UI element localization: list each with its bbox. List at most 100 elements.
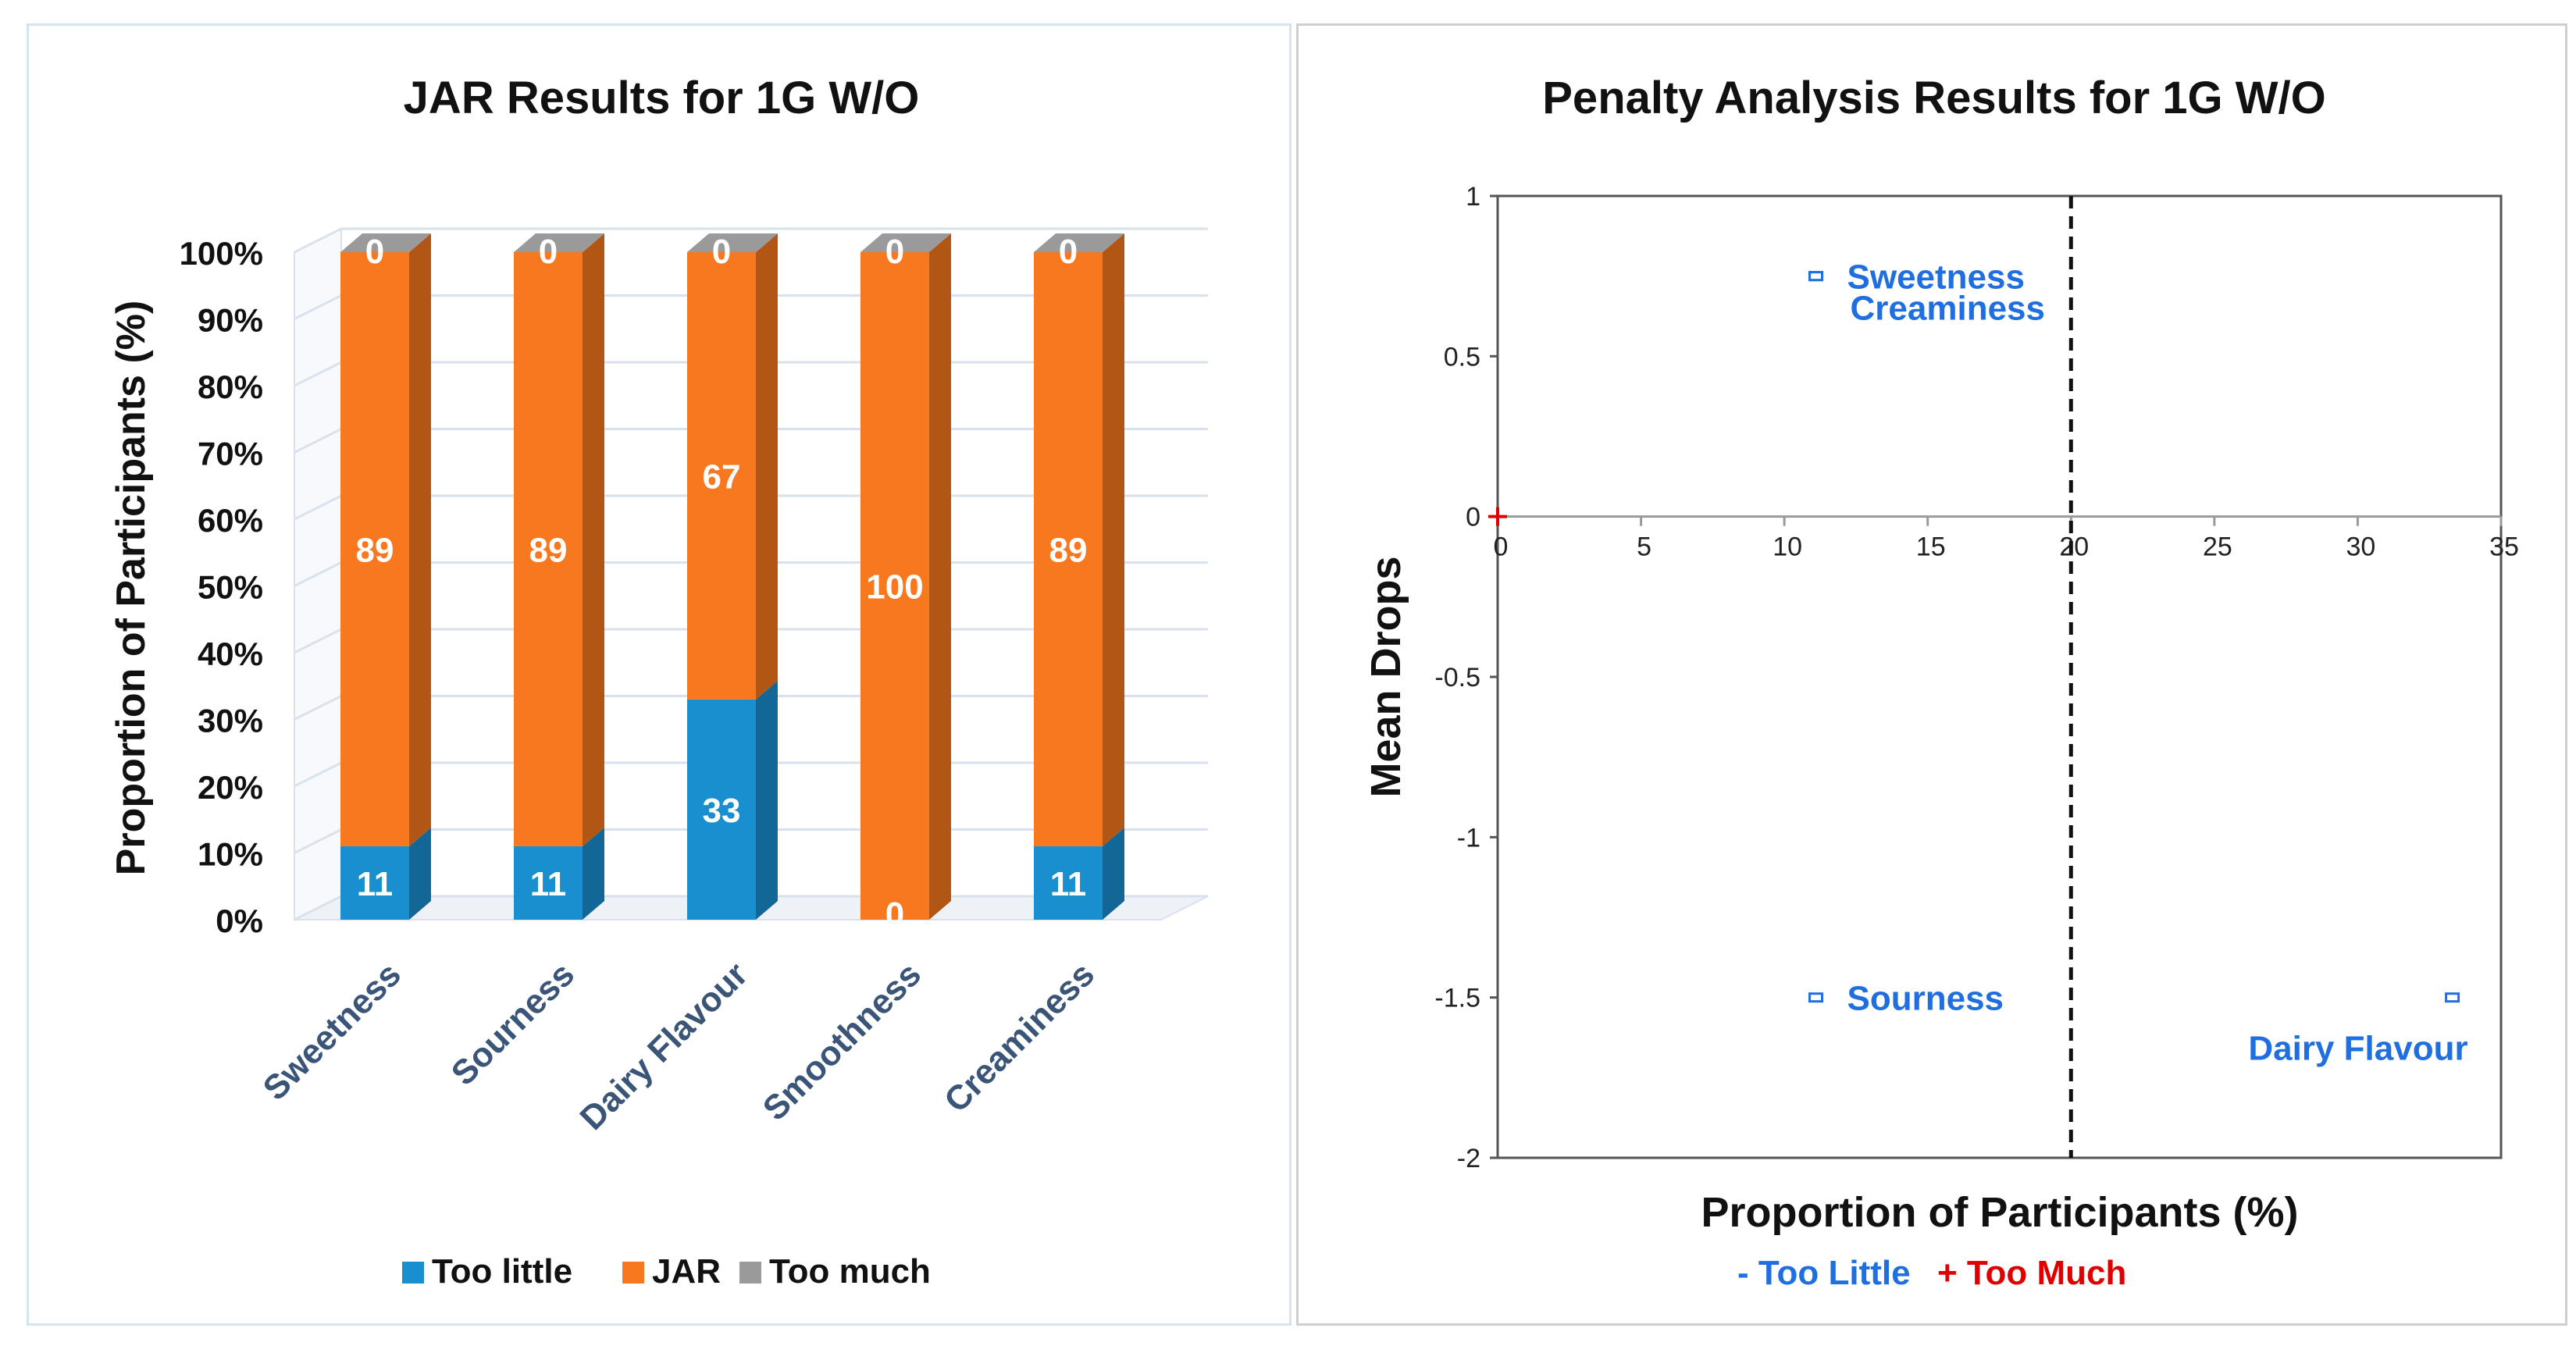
y-tick-label: 0 — [1466, 503, 1480, 532]
data-label: 0 — [1059, 233, 1078, 271]
data-label: 89 — [529, 531, 568, 569]
legend-swatch — [402, 1262, 424, 1284]
data-label: 0 — [712, 233, 731, 271]
data-label: 0 — [539, 233, 558, 271]
y-tick-label: -0.5 — [1434, 663, 1480, 693]
bar-segment-front — [860, 252, 929, 920]
gridline-side — [294, 895, 342, 921]
y-tick-label: 100% — [180, 235, 263, 272]
gridline-side — [294, 428, 342, 454]
bar-segment-front — [1034, 252, 1103, 846]
bar-segment-side — [409, 233, 431, 846]
jar-chart: JAR Results for 1G W/O 0% 10% 20% 30% 40% 50% 6… — [109, 73, 1209, 1291]
bar-top-cap — [514, 233, 604, 252]
bar-segment-front — [340, 252, 409, 846]
footnote-too-little: - Too Little — [1737, 1254, 1911, 1292]
bar-top-cap — [340, 233, 431, 252]
bar-segment-side — [409, 827, 431, 920]
bar-segment-front — [514, 846, 583, 920]
gridline-side — [294, 561, 342, 587]
x-tick-label: 25 — [2203, 532, 2232, 562]
bar-segment-side — [756, 680, 778, 920]
bar-segment-front — [687, 252, 756, 700]
bar-segment-front — [514, 252, 583, 846]
x-tick-label: 30 — [2346, 532, 2376, 562]
data-label: 11 — [1050, 865, 1087, 903]
gridline-side — [294, 294, 342, 320]
bar-segment-front — [1034, 846, 1103, 920]
point-label: Dairy Flavour — [2248, 1030, 2467, 1068]
y-tick-label: -2 — [1457, 1144, 1480, 1173]
bar-segment-front — [340, 846, 409, 920]
y-tick-label: 0% — [216, 903, 263, 939]
x-tick-label: 10 — [1773, 532, 1802, 562]
y-tick-label: 70% — [198, 436, 263, 472]
point-label: Creaminess — [1851, 290, 2045, 328]
y-tick-label: 90% — [198, 302, 263, 339]
y-tick-label: 50% — [198, 569, 263, 606]
x-tick-label: 15 — [1916, 532, 1946, 562]
footnote-too-much: + Too Much — [1937, 1254, 2126, 1292]
y-tick-label: -1 — [1457, 823, 1480, 853]
gridline-side — [294, 227, 342, 254]
data-point — [2445, 992, 2460, 1003]
x-category-label: Creaminess — [937, 955, 1102, 1120]
y-tick-label: 60% — [198, 502, 263, 539]
data-point — [1808, 992, 1824, 1003]
data-label: 67 — [703, 458, 741, 496]
y-axis-label: Proportion of Participants (%) — [109, 301, 154, 876]
legend-swatch — [622, 1262, 644, 1284]
gridline-side — [294, 828, 342, 854]
bar-top-cap — [860, 233, 951, 252]
x-category-label: Dairy Flavour — [573, 955, 755, 1137]
bar-segment-side — [1103, 233, 1124, 846]
bar-segment-side — [583, 827, 604, 920]
x-category-label: Sourness — [444, 955, 582, 1092]
y-tick-label: 20% — [198, 769, 263, 806]
y-tick-label: 0.5 — [1444, 342, 1480, 372]
x-tick-label: 5 — [1637, 532, 1651, 562]
y-axis-label: Mean Drops — [1363, 556, 1409, 797]
data-label: 0 — [885, 233, 904, 271]
data-label: 89 — [1049, 531, 1088, 569]
data-label: 0 — [885, 895, 904, 934]
y-tick-label: 30% — [198, 703, 263, 739]
jar-chart-panel: JAR Results for 1G W/O 0% 10% 20% 30% 40% 50% 6… — [27, 23, 1292, 1326]
bar-segment-side — [1103, 827, 1124, 920]
gridline-side — [294, 695, 342, 721]
y-tick-label: -1.5 — [1434, 984, 1480, 1013]
legend-label: Too much — [769, 1252, 931, 1291]
point-label: Sweetness — [1847, 258, 2025, 297]
x-category-label: Smoothness — [756, 955, 928, 1127]
data-label: 0 — [365, 233, 384, 271]
x-category-label: Sweetness — [256, 955, 408, 1107]
chart-title: JAR Results for 1G W/O — [404, 73, 920, 123]
y-tick-label: 10% — [198, 836, 263, 873]
legend-label: Too little — [432, 1252, 572, 1291]
penalty-chart: Penalty Analysis Results for 1G W/O0 5 10 1… — [1363, 73, 2519, 1292]
gridline-side — [294, 361, 342, 387]
data-label: 11 — [530, 865, 567, 903]
gridline-side — [294, 761, 342, 788]
y-tick-label: 1 — [1466, 182, 1480, 212]
x-axis-label: Proportion of Participants (%) — [1701, 1189, 2298, 1236]
data-label: 100 — [866, 568, 923, 607]
chart-title: Penalty Analysis Results for 1G W/O — [1542, 73, 2325, 123]
bar-segment-side — [929, 233, 951, 920]
x-tick-label: 0 — [1494, 532, 1509, 562]
legend-label: JAR — [652, 1252, 721, 1291]
bar-top-cap — [1034, 233, 1124, 252]
point-label: Sourness — [1847, 980, 2004, 1018]
data-label: 11 — [357, 865, 394, 903]
data-label: 33 — [703, 792, 741, 830]
x-tick-label: 20 — [2059, 532, 2089, 562]
bar-segment-side — [756, 233, 778, 700]
x-tick-label: 35 — [2489, 532, 2519, 562]
y-tick-label: 80% — [198, 369, 263, 405]
gridline-side — [294, 628, 342, 654]
y-tick-label: 40% — [198, 636, 263, 672]
data-point — [1808, 271, 1824, 282]
bar-segment-side — [583, 233, 604, 846]
legend-swatch — [739, 1262, 761, 1284]
bar-segment-front — [687, 699, 756, 920]
